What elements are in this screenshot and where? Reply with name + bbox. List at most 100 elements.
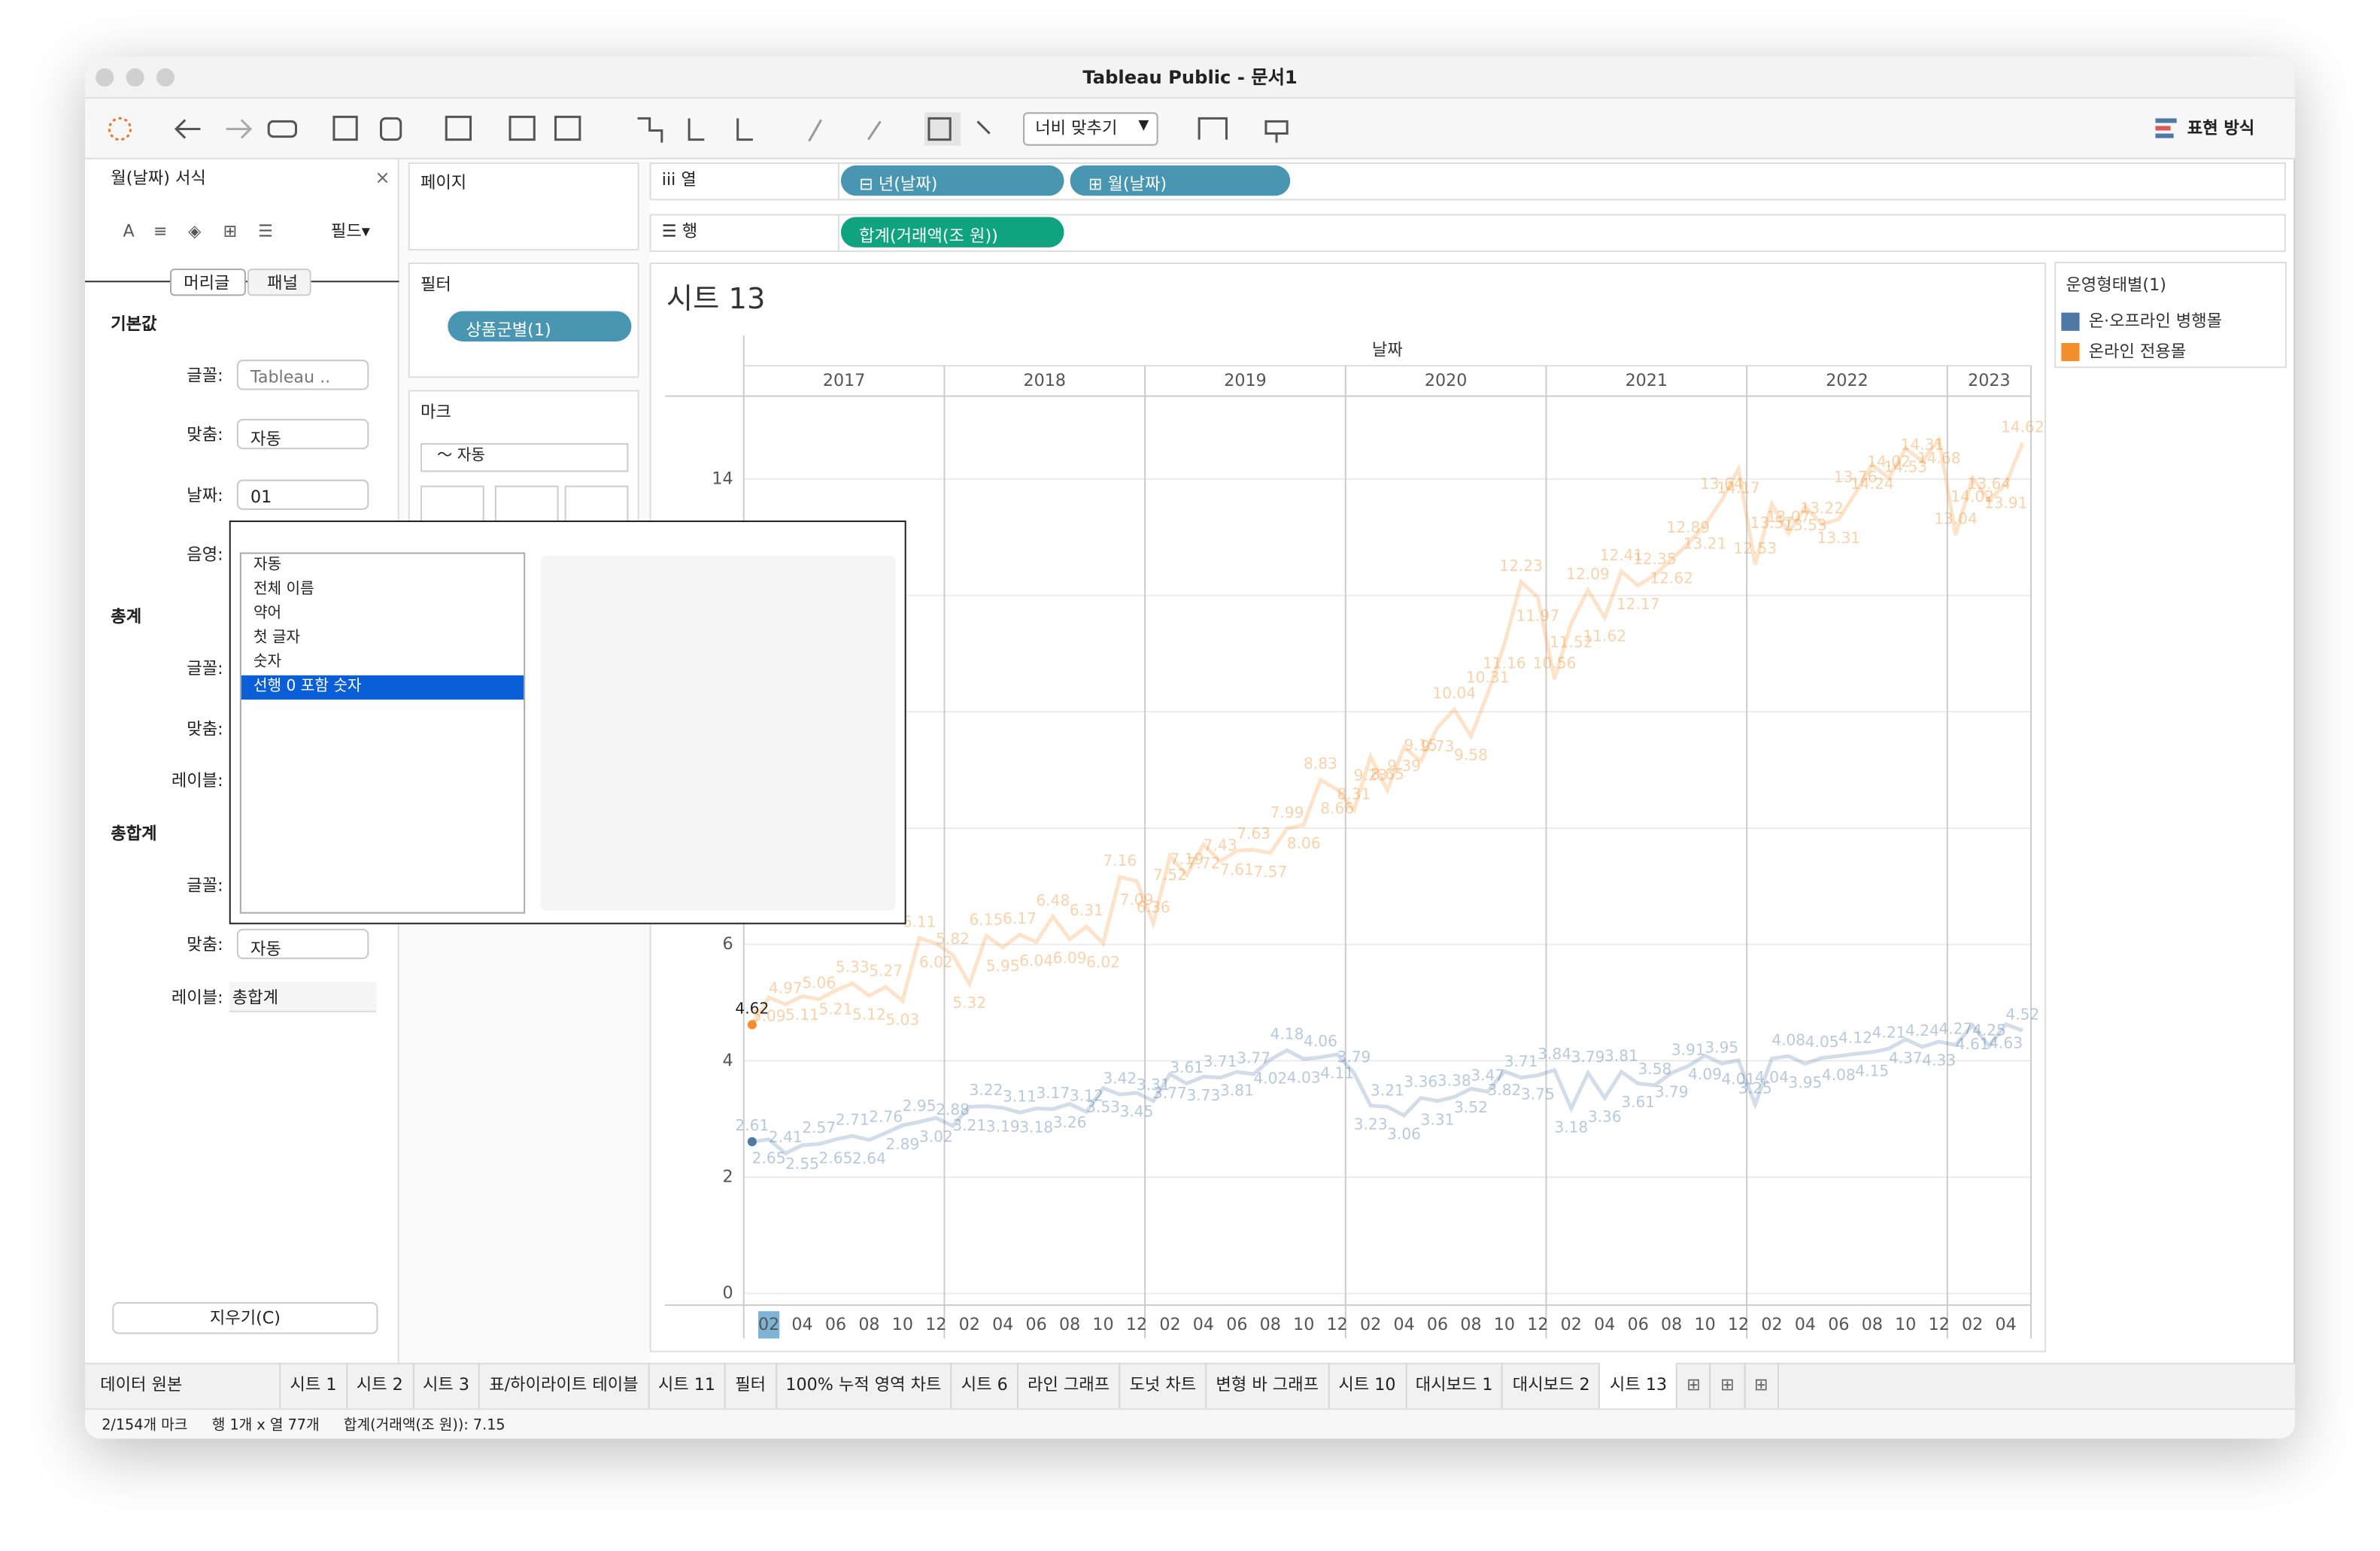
data-label: 4.33 bbox=[1922, 1052, 1956, 1070]
data-source-tab[interactable]: 데이터 원본 bbox=[91, 1362, 281, 1409]
align-select[interactable]: 자동 bbox=[236, 928, 369, 960]
data-label: 2.41 bbox=[769, 1128, 803, 1146]
data-label: 3.17 bbox=[1036, 1084, 1070, 1102]
data-label: 9.58 bbox=[1454, 745, 1488, 763]
data-label: 13.76 bbox=[1834, 468, 1878, 486]
field-label: 글꼴: bbox=[187, 876, 223, 896]
align-select[interactable]: 자동 bbox=[236, 418, 369, 450]
show-me[interactable]: 표현 방식 bbox=[2187, 118, 2255, 138]
lines-icon[interactable]: ☰ bbox=[258, 221, 273, 241]
date-format-option[interactable]: 첫 글자 bbox=[253, 630, 301, 647]
fit-dropdown[interactable] bbox=[1023, 112, 1158, 146]
data-label: 3.82 bbox=[1487, 1081, 1521, 1099]
field-label: 레이블: bbox=[171, 988, 223, 1008]
data-label: 4.61 bbox=[1956, 1035, 1990, 1053]
border-icon[interactable]: ⊞ bbox=[223, 221, 238, 241]
column-pill[interactable]: ⊞ 월(날짜) bbox=[1070, 165, 1291, 196]
x-tick-label: 02 bbox=[959, 1315, 980, 1334]
x-tick-label: 12 bbox=[1327, 1315, 1348, 1334]
date-format-option[interactable]: 약어 bbox=[253, 606, 282, 623]
series-line bbox=[751, 1021, 2023, 1156]
y-tick-label: 4 bbox=[723, 1051, 733, 1070]
data-label: 4.52 bbox=[2005, 1005, 2039, 1023]
data-label: 3.21 bbox=[1371, 1082, 1404, 1100]
close-button[interactable] bbox=[96, 68, 114, 87]
sheet-tab[interactable]: 라인 그래프 bbox=[1018, 1362, 1121, 1409]
date-format-option[interactable]: 자동 bbox=[253, 557, 282, 574]
x-tick-label: 06 bbox=[1628, 1315, 1649, 1334]
field-label: 맞춤: bbox=[187, 719, 223, 739]
data-label: 6.36 bbox=[1137, 898, 1170, 916]
sheet-tab[interactable]: 시트 3 bbox=[414, 1362, 481, 1409]
pane-tab[interactable] bbox=[247, 269, 311, 296]
x-tick-label: 08 bbox=[1862, 1315, 1883, 1334]
sheet-tab[interactable]: 변형 바 그래프 bbox=[1207, 1362, 1330, 1409]
data-label: 3.31 bbox=[1137, 1076, 1170, 1094]
data-label: 3.52 bbox=[1454, 1098, 1488, 1116]
align-icon[interactable]: ≡ bbox=[153, 221, 168, 241]
data-label: 3.71 bbox=[1504, 1052, 1538, 1070]
filter-pill[interactable]: 상품군별(1) bbox=[448, 311, 632, 341]
new-sheet-button[interactable]: ⊞ bbox=[1711, 1362, 1745, 1409]
clear-button[interactable] bbox=[112, 1302, 378, 1334]
mark-type: 〜 자동 bbox=[437, 448, 485, 465]
date-format-option[interactable]: 전체 이름 bbox=[253, 581, 314, 598]
data-label: 4.97 bbox=[769, 979, 803, 997]
shelf-label: ☰ 행 bbox=[662, 223, 697, 240]
data-label: 6.02 bbox=[919, 953, 953, 971]
new-sheet-button[interactable]: ⊞ bbox=[1677, 1362, 1712, 1409]
date-format-option[interactable]: 숫자 bbox=[253, 654, 282, 671]
sheet-tab[interactable]: 표/하이라이트 테이블 bbox=[480, 1362, 649, 1409]
detail-button[interactable] bbox=[494, 485, 559, 523]
data-label: 7.09 bbox=[1120, 891, 1154, 909]
shade-icon[interactable]: ◈ bbox=[188, 221, 202, 241]
x-tick-label: 10 bbox=[1293, 1315, 1314, 1334]
data-label: 5.21 bbox=[819, 1000, 853, 1018]
header-tab[interactable] bbox=[170, 269, 246, 296]
data-label: 11.52 bbox=[1550, 633, 1593, 651]
fields-menu[interactable]: 필드▾ bbox=[330, 221, 370, 241]
legend-box bbox=[2054, 262, 2287, 369]
sheet-tab[interactable]: 시트 10 bbox=[1329, 1362, 1407, 1409]
sheet-tab[interactable]: 시트 6 bbox=[952, 1362, 1018, 1409]
x-tick-label: 04 bbox=[1594, 1315, 1615, 1334]
data-label: 3.42 bbox=[1103, 1069, 1137, 1087]
color-button[interactable] bbox=[420, 485, 484, 523]
data-label: 3.18 bbox=[1019, 1118, 1053, 1136]
minimize-button[interactable] bbox=[126, 68, 144, 87]
sheet-tab[interactable]: 시트 2 bbox=[348, 1362, 414, 1409]
new-sheet-button[interactable]: ⊞ bbox=[1745, 1362, 1779, 1409]
x-tick-label: 08 bbox=[1460, 1315, 1481, 1334]
mark-type-icon: 〜 bbox=[437, 448, 457, 465]
data-label: 4.03 bbox=[1287, 1069, 1321, 1087]
sheet-tab[interactable]: 대시보드 2 bbox=[1504, 1362, 1601, 1409]
zoom-button[interactable] bbox=[156, 68, 175, 87]
label-field[interactable] bbox=[229, 982, 377, 1012]
close-panel[interactable]: × bbox=[375, 166, 390, 189]
row-pill[interactable]: 합계(거래액(조 원)) bbox=[840, 217, 1064, 247]
date-format-option[interactable]: 선행 0 포함 숫자 bbox=[241, 675, 524, 700]
pages-card bbox=[408, 162, 639, 250]
sheet-tab[interactable]: 시트 11 bbox=[649, 1362, 727, 1409]
text-icon[interactable]: A bbox=[123, 221, 135, 241]
font-value: Tableau .. bbox=[250, 367, 331, 387]
font-select[interactable]: Tableau .. bbox=[236, 360, 369, 390]
sheet-tab[interactable]: 시트 1 bbox=[281, 1362, 348, 1409]
column-pill[interactable]: ⊟ 년(날짜) bbox=[840, 165, 1064, 196]
sheet-tab[interactable]: 필터 bbox=[726, 1362, 777, 1409]
data-label: 9.73 bbox=[1421, 737, 1455, 755]
mark-type-select[interactable] bbox=[420, 443, 629, 472]
sheet-tab[interactable]: 도넛 차트 bbox=[1120, 1362, 1207, 1409]
data-label: 5.33 bbox=[836, 958, 870, 976]
sheet-tab[interactable]: 100% 누적 영역 차트 bbox=[776, 1362, 952, 1409]
data-label: 7.43 bbox=[1204, 836, 1237, 854]
data-label: 4.37 bbox=[1889, 1049, 1923, 1067]
x-tick-label: 08 bbox=[1260, 1315, 1281, 1334]
sheet-tab[interactable]: 대시보드 1 bbox=[1407, 1362, 1504, 1409]
date-select[interactable]: 01 bbox=[236, 479, 369, 510]
data-label: 2.64 bbox=[852, 1149, 886, 1167]
sheet-tab[interactable]: 시트 13 bbox=[1600, 1362, 1678, 1409]
